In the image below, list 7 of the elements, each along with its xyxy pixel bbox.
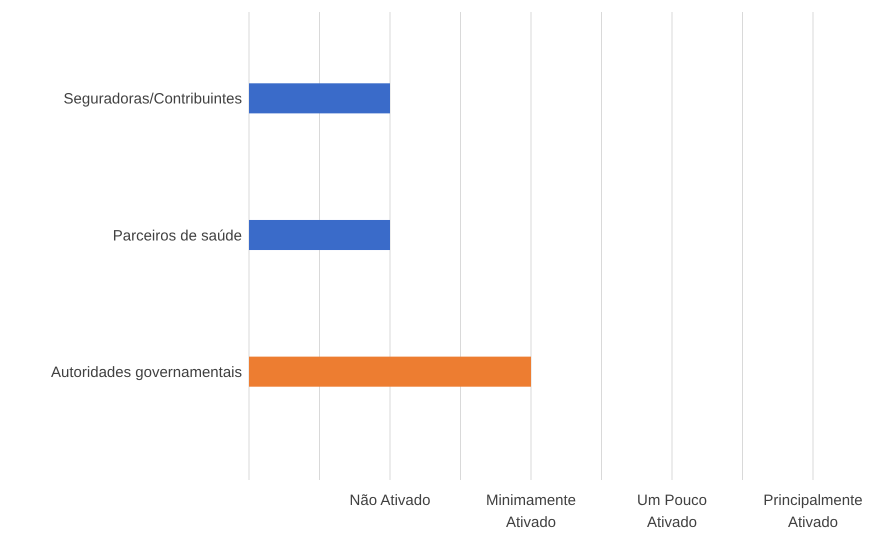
text: Um Pouco Ativado [636, 492, 708, 531]
text: Não Ativado [350, 492, 430, 509]
text: Minimamente Ativado [486, 492, 576, 531]
y-tick-label: Parceiros de saúde [112, 227, 242, 244]
y-tick-label: Autoridades governamentais [51, 364, 242, 381]
y-tick-label: Seguradoras/Contribuintes [64, 90, 242, 108]
text: Principalmente Ativado [763, 492, 863, 531]
